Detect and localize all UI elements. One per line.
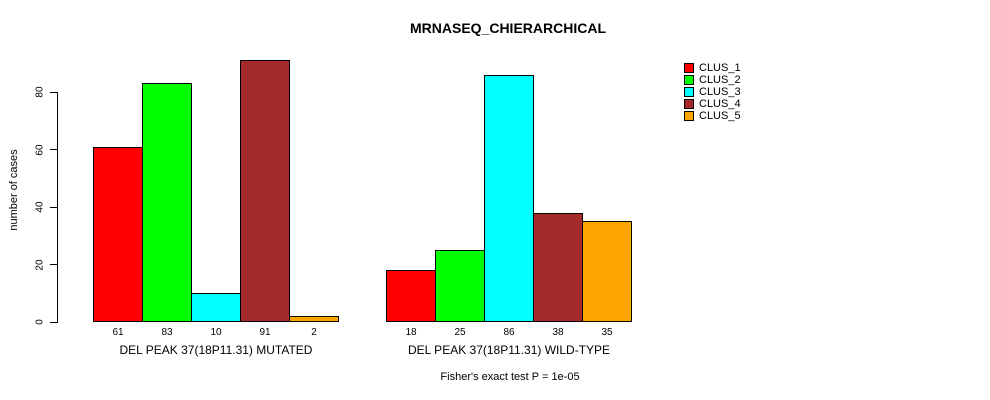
chart-title: MRNASEQ_CHIERARCHICAL <box>409 20 607 36</box>
legend-label: CLUS_5 <box>699 110 741 122</box>
legend-swatch-icon <box>684 111 694 121</box>
y-axis-tick <box>50 264 57 265</box>
legend-label: CLUS_2 <box>699 74 741 86</box>
bar-value-label: 83 <box>161 327 173 338</box>
bar-value-label: 2 <box>311 327 317 338</box>
y-axis-tick <box>50 321 57 323</box>
y-axis-title: number of cases <box>8 149 20 231</box>
bar-value-label: 38 <box>552 327 564 338</box>
legend-label: CLUS_1 <box>699 62 741 74</box>
bar-clus_5-group1 <box>289 316 339 322</box>
y-axis-tick-label: 0 <box>34 319 46 325</box>
group-axis-label: DEL PEAK 37(18P11.31) WILD-TYPE <box>407 343 611 357</box>
bar-clus_5-group2 <box>582 221 632 322</box>
bar-value-label: 91 <box>259 327 271 338</box>
y-axis-tick <box>50 91 57 93</box>
bar-value-label: 35 <box>601 327 613 338</box>
bar-value-label: 25 <box>454 327 466 338</box>
footer-annotation: Fisher's exact test P = 1e-05 <box>440 371 580 383</box>
bar-value-label: 10 <box>210 327 222 338</box>
legend-item: CLUS_2 <box>684 74 741 86</box>
y-axis-line <box>57 92 58 323</box>
bar-value-label: 61 <box>112 327 124 338</box>
legend-label: CLUS_3 <box>699 86 741 98</box>
bar-clus_4-group2 <box>533 213 583 322</box>
bar-clus_3-group2 <box>484 75 534 322</box>
bar-value-label: 86 <box>503 327 515 338</box>
y-axis-tick <box>50 149 57 150</box>
legend-swatch-icon <box>684 99 694 109</box>
legend-swatch-icon <box>684 75 694 85</box>
legend-item: CLUS_3 <box>684 86 741 98</box>
bar-clus_1-group2 <box>386 270 436 322</box>
bar-clus_1-group1 <box>93 147 143 322</box>
legend-item: CLUS_4 <box>684 98 741 110</box>
y-axis-tick-label: 40 <box>34 201 46 213</box>
bar-clus_3-group1 <box>191 293 241 322</box>
legend-swatch-icon <box>684 63 694 73</box>
y-axis-tick-label: 20 <box>34 258 46 271</box>
bar-clus_2-group1 <box>142 83 192 322</box>
y-axis-tick-label: 80 <box>34 86 46 98</box>
bar-clus_4-group1 <box>240 60 290 322</box>
legend: CLUS_1 CLUS_2 CLUS_3 CLUS_4 CLUS_5 <box>684 62 741 122</box>
y-axis-tick-label: 60 <box>34 143 46 156</box>
legend-swatch-icon <box>684 87 694 97</box>
group-axis-label: DEL PEAK 37(18P11.31) MUTATED <box>119 343 313 357</box>
legend-item: CLUS_1 <box>684 62 741 74</box>
legend-label: CLUS_4 <box>699 98 741 110</box>
legend-item: CLUS_5 <box>684 110 741 122</box>
bar-value-label: 18 <box>405 327 417 338</box>
bar-clus_2-group2 <box>435 250 485 322</box>
y-axis-tick <box>50 206 57 208</box>
